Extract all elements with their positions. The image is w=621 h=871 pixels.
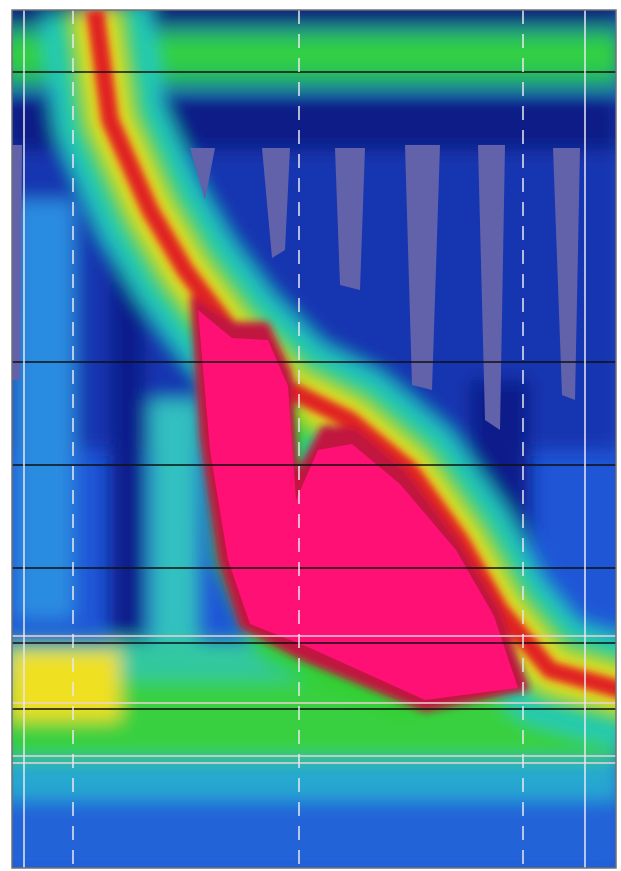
page-body — [0, 0, 621, 871]
heatmap — [0, 0, 621, 871]
page: {} html, body { margin: 0; padding: 0; b… — [0, 0, 621, 871]
pressure-field — [0, 0, 621, 871]
light-column — [150, 400, 200, 660]
drip — [335, 148, 365, 290]
pressure-topography — [0, 0, 621, 871]
bottom-field — [0, 800, 621, 871]
lower-fade — [0, 760, 621, 800]
